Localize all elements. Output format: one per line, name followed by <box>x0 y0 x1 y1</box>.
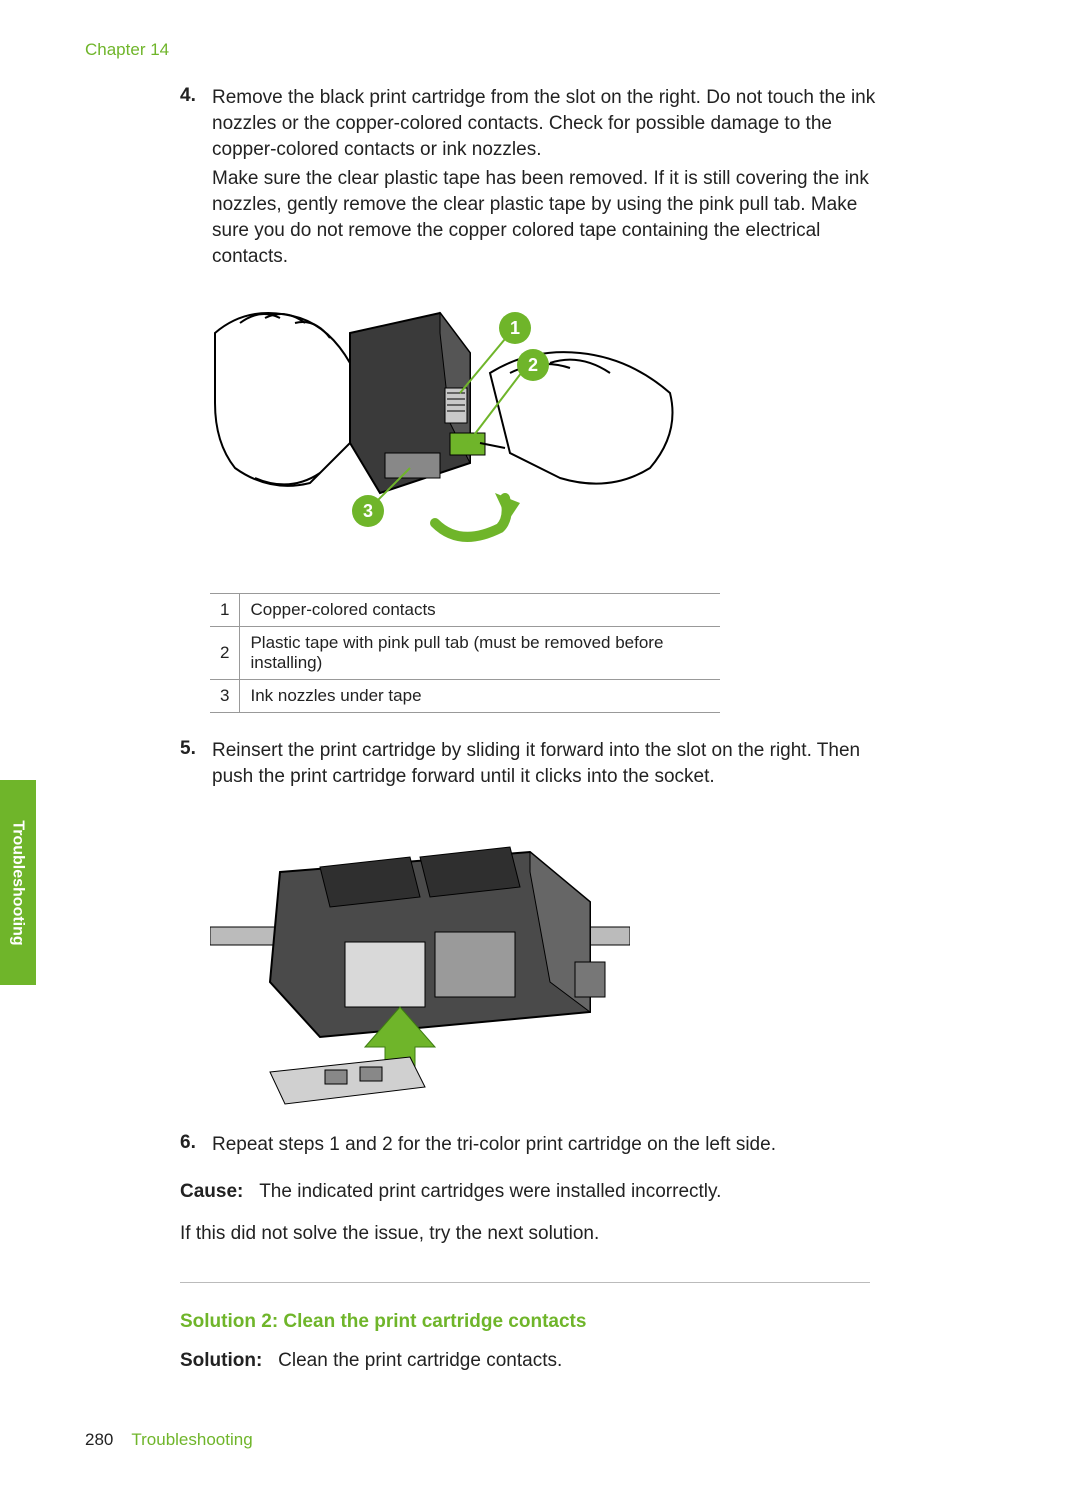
callout-2: 2 <box>517 349 549 381</box>
step-number: 6. <box>180 1132 212 1160</box>
cartridge-hands-illustration: 1 2 3 <box>210 293 690 573</box>
side-tab: Troubleshooting <box>0 780 36 985</box>
separator-rule <box>180 1282 870 1283</box>
step-4-para2: Make sure the clear plastic tape has bee… <box>212 166 880 271</box>
legend-row: 1 Copper-colored contacts <box>210 593 720 626</box>
legend-text: Ink nozzles under tape <box>240 679 720 712</box>
step-5-para1: Reinsert the print cartridge by sliding … <box>212 738 880 790</box>
side-tab-label: Troubleshooting <box>9 820 27 945</box>
not-resolved-text: If this did not solve the issue, try the… <box>180 1220 880 1248</box>
legend-num: 3 <box>210 679 240 712</box>
step-number: 5. <box>180 738 212 792</box>
step-body: Remove the black print cartridge from th… <box>212 85 880 273</box>
chapter-header: Chapter 14 <box>85 40 169 60</box>
carriage-illustration <box>210 812 630 1112</box>
legend-text: Plastic tape with pink pull tab (must be… <box>240 626 720 679</box>
footer: 280 Troubleshooting <box>85 1430 253 1450</box>
legend-text: Copper-colored contacts <box>240 593 720 626</box>
cause-text: The indicated print cartridges were inst… <box>259 1181 721 1202</box>
step-4: 4. Remove the black print cartridge from… <box>180 85 880 273</box>
callout-1: 1 <box>499 312 531 344</box>
step-number: 4. <box>180 85 212 273</box>
legend-row: 2 Plastic tape with pink pull tab (must … <box>210 626 720 679</box>
svg-text:2: 2 <box>528 355 538 375</box>
content: 4. Remove the black print cartridge from… <box>180 85 880 1375</box>
solution-text: Clean the print cartridge contacts. <box>278 1350 562 1371</box>
step-body: Reinsert the print cartridge by sliding … <box>212 738 880 792</box>
callout-3: 3 <box>352 495 384 527</box>
page-number: 280 <box>85 1430 113 1449</box>
legend-table: 1 Copper-colored contacts 2 Plastic tape… <box>210 593 720 713</box>
svg-text:1: 1 <box>510 318 520 338</box>
step-5: 5. Reinsert the print cartridge by slidi… <box>180 738 880 792</box>
svg-text:3: 3 <box>363 501 373 521</box>
step-6-para1: Repeat steps 1 and 2 for the tri-color p… <box>212 1132 880 1158</box>
solution-2-line: Solution: Clean the print cartridge cont… <box>180 1347 880 1375</box>
step-6: 6. Repeat steps 1 and 2 for the tri-colo… <box>180 1132 880 1160</box>
page: Chapter 14 4. Remove the black print car… <box>0 0 1080 1495</box>
solution-2-title: Solution 2: Clean the print cartridge co… <box>180 1311 880 1333</box>
step-4-para1: Remove the black print cartridge from th… <box>212 85 880 164</box>
figure-cartridge-hands: 1 2 3 <box>210 293 880 578</box>
footer-section: Troubleshooting <box>131 1430 252 1449</box>
cause-line: Cause: The indicated print cartridges we… <box>180 1178 880 1206</box>
legend-num: 2 <box>210 626 240 679</box>
cause-label: Cause: <box>180 1181 243 1202</box>
figure-carriage <box>210 812 880 1117</box>
legend-num: 1 <box>210 593 240 626</box>
solution-label: Solution: <box>180 1350 262 1371</box>
step-body: Repeat steps 1 and 2 for the tri-color p… <box>212 1132 880 1160</box>
legend-row: 3 Ink nozzles under tape <box>210 679 720 712</box>
